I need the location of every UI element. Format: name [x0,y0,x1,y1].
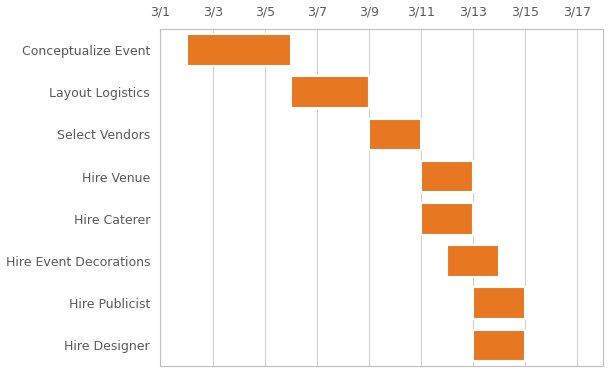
Bar [369,119,421,150]
Bar [290,76,369,108]
Bar [473,330,526,361]
Bar [186,34,290,66]
Bar [473,287,526,319]
Bar [421,161,473,192]
Bar [447,245,499,277]
Bar [421,203,473,235]
